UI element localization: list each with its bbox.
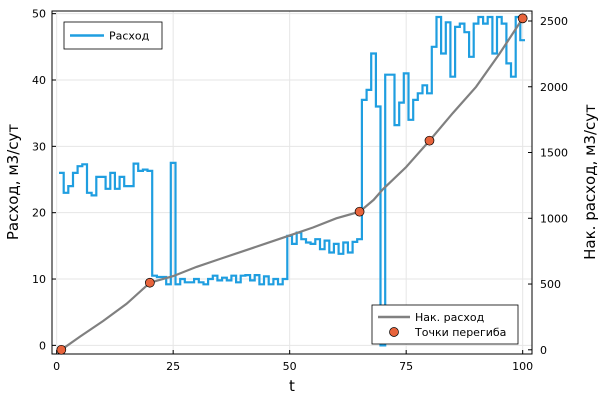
legend-label-inflection: Точки перегиба — [414, 326, 506, 339]
inflection-point — [517, 13, 528, 24]
y-ticks: 0 10 20 30 40 50 — [32, 8, 56, 352]
y-tick-label: 20 — [32, 207, 46, 220]
series-line-cumulative — [60, 17, 524, 351]
legend-label-cumulative: Нак. расход — [415, 311, 485, 324]
y2-axis-label: Нак. расход, м3/сут — [581, 104, 599, 260]
x-tick-label: 100 — [512, 360, 533, 373]
x-tick-label: 75 — [399, 360, 413, 373]
x-tick-label: 25 — [166, 360, 180, 373]
series-layer — [56, 13, 528, 355]
y-tick-label: 40 — [32, 74, 46, 87]
x-ticks: 0 25 50 75 100 — [53, 350, 533, 373]
y-axis-label: Расход, м3/сут — [4, 124, 22, 240]
y-tick-label: 0 — [39, 339, 46, 352]
y-tick-label: 30 — [32, 140, 46, 153]
y2-tick-label: 1500 — [540, 147, 568, 160]
legend-swatch-inflection — [389, 327, 399, 337]
grid — [52, 11, 532, 354]
y2-tick-label: 2500 — [540, 15, 568, 28]
y2-tick-label: 2000 — [540, 81, 568, 94]
y-tick-label: 50 — [32, 8, 46, 21]
legend-top-left: Расход — [63, 21, 163, 50]
inflection-point — [56, 344, 67, 355]
y2-tick-label: 500 — [540, 278, 561, 291]
plot-frame — [51, 10, 533, 355]
legend-label-rashod: Расход — [109, 30, 150, 43]
y2-tick-label: 0 — [540, 344, 547, 357]
legend-box — [371, 304, 519, 345]
series-line-rashod — [59, 15, 525, 347]
inflection-point — [424, 135, 435, 146]
y2-ticks: 0 500 1000 1500 2000 2500 — [528, 15, 568, 357]
x-tick-label: 0 — [53, 360, 60, 373]
x-axis-label: t — [289, 377, 295, 395]
inflection-point — [145, 277, 155, 288]
y-tick-label: 10 — [32, 273, 46, 286]
x-tick-label: 50 — [283, 360, 297, 373]
legend-bottom-right: Нак. расход Точки перегиба — [371, 304, 519, 345]
inflection-point — [354, 206, 365, 217]
y2-tick-label: 1000 — [540, 212, 568, 225]
